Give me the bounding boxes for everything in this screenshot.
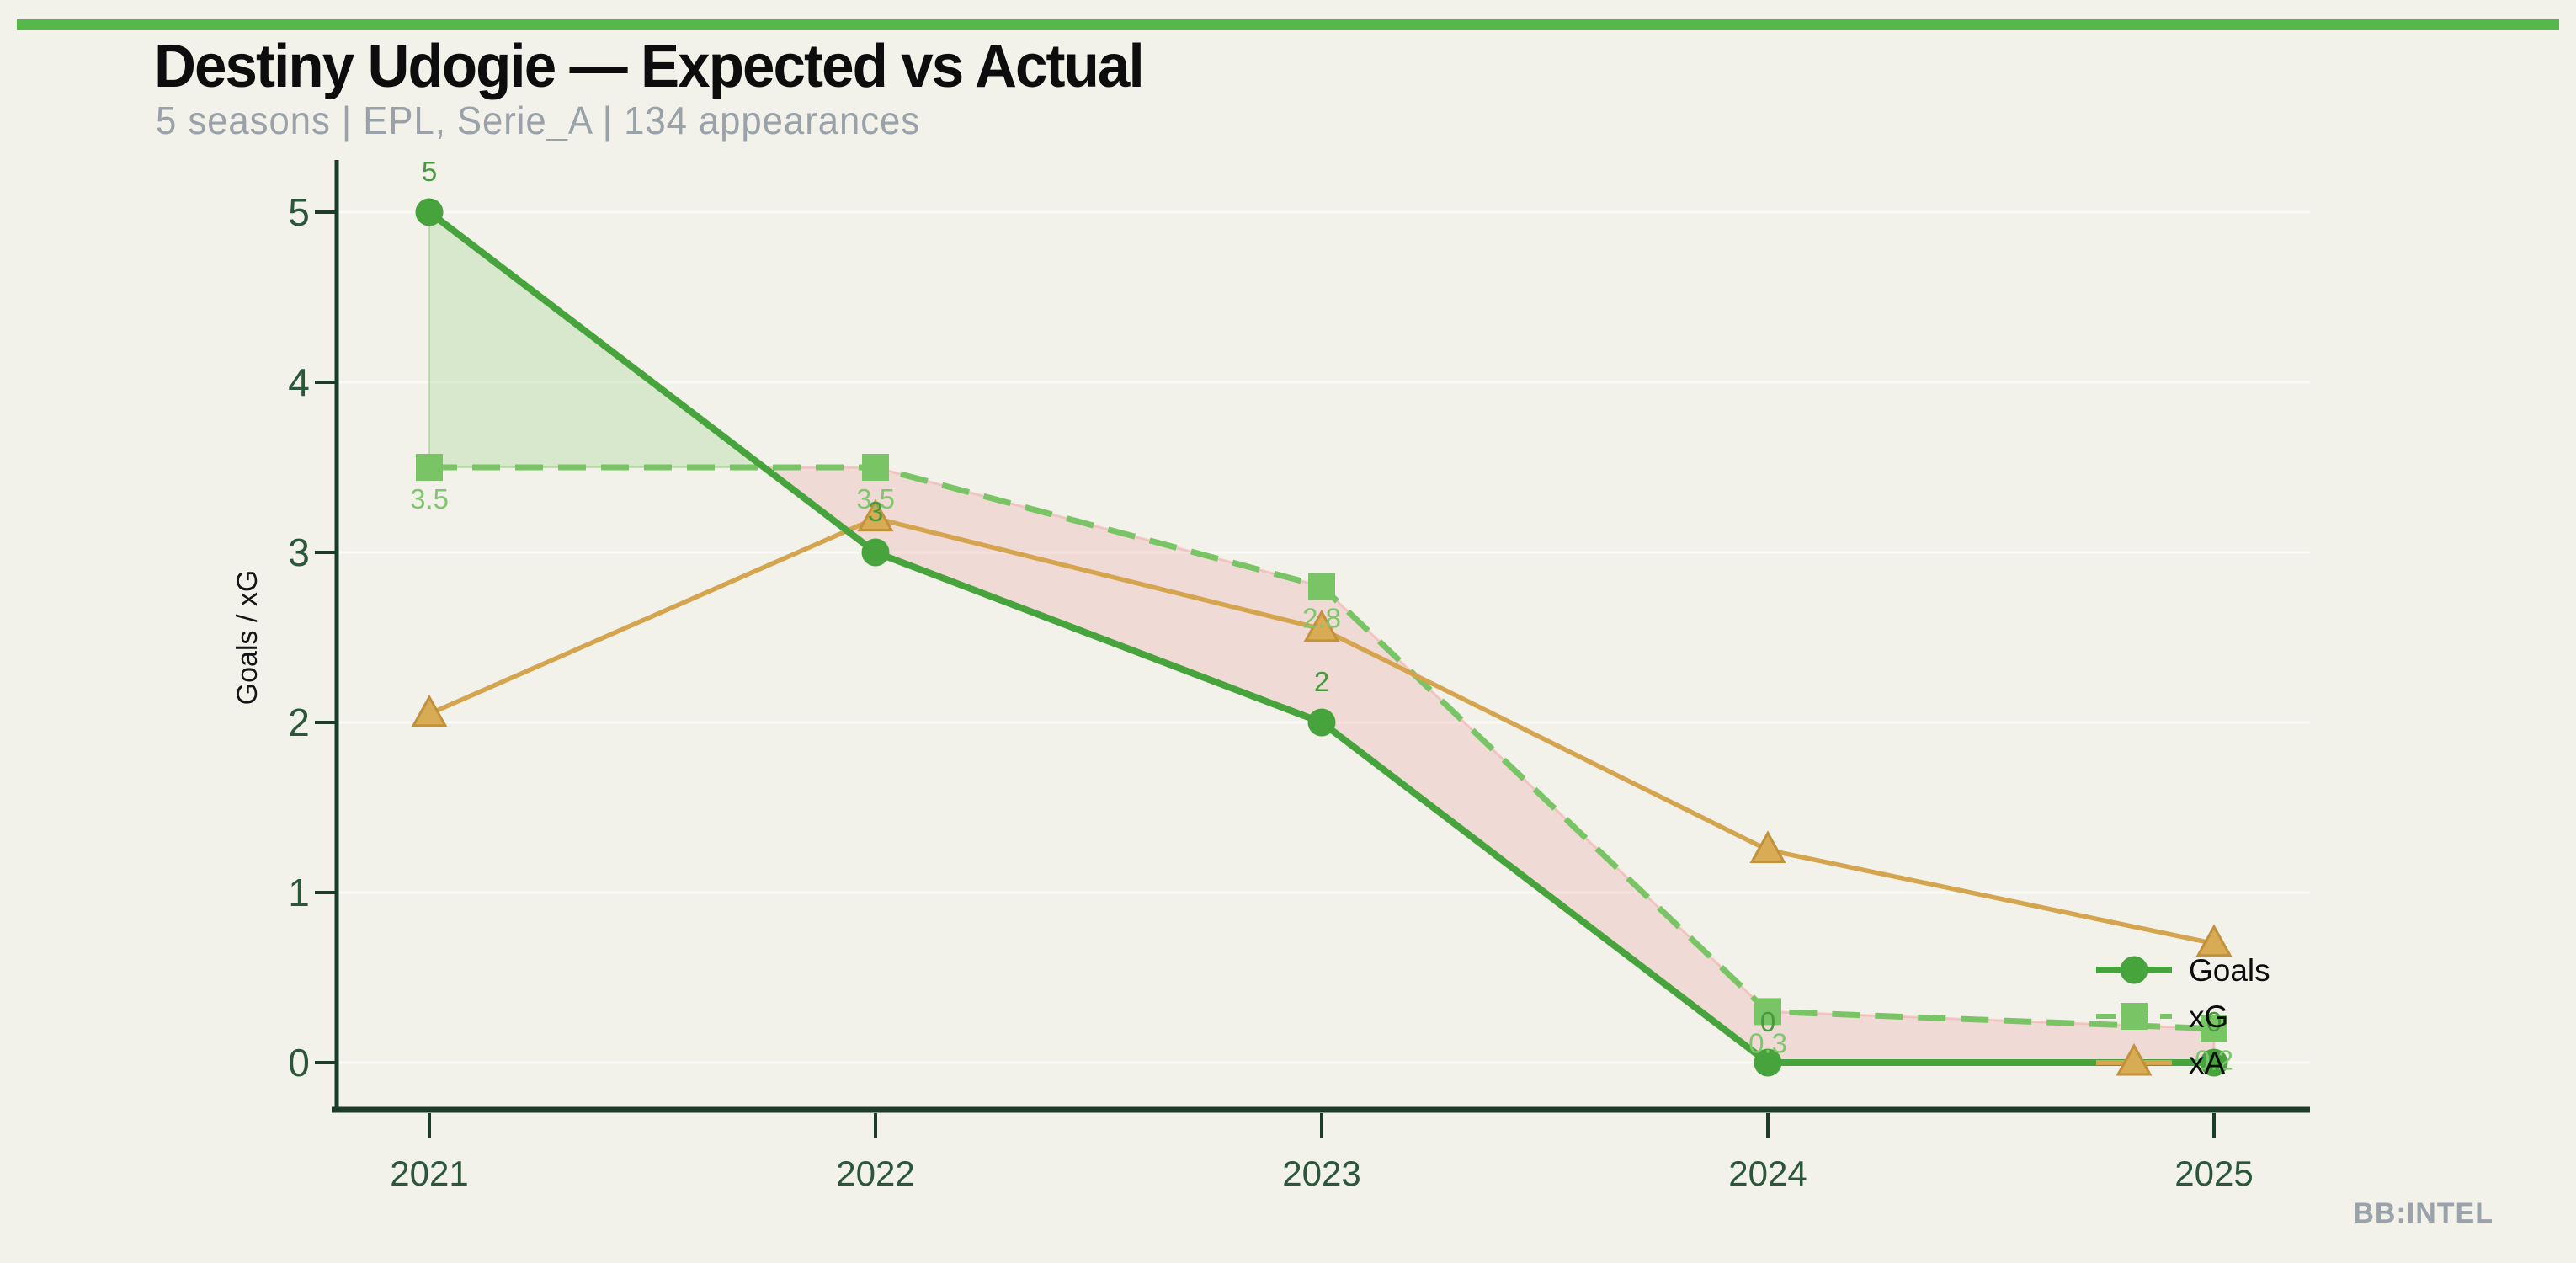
y-axis-title: Goals / xG <box>232 570 263 706</box>
data-point-goals-2023 <box>1307 708 1336 737</box>
point-label-xg-2023: 2.8 <box>1302 602 1341 633</box>
y-tick-label-4: 4 <box>288 360 310 404</box>
point-label-goals-2021: 5 <box>422 156 437 187</box>
legend-label-xg: xG <box>2189 999 2228 1034</box>
chart-subtitle: 5 seasons | EPL, Serie_A | 134 appearanc… <box>156 99 921 142</box>
legend-swatch-marker-xg <box>2121 1003 2148 1030</box>
legend-swatch-marker-goals <box>2120 956 2148 984</box>
point-label-goals-2023: 2 <box>1314 666 1329 697</box>
watermark-logo: BB:INTEL <box>2353 1197 2494 1229</box>
data-point-xa-2025 <box>2195 924 2233 957</box>
point-label-xg-2021: 3.5 <box>410 483 449 514</box>
top-accent-bar <box>17 19 2559 30</box>
point-label-goals-2024: 0 <box>1760 1006 1775 1037</box>
data-point-xg-2023 <box>1308 573 1335 600</box>
data-point-goals-2022 <box>861 538 890 567</box>
data-point-xa-2024 <box>1749 830 1786 863</box>
point-label-xg-2024: 0.3 <box>1748 1027 1787 1058</box>
y-tick-label-5: 5 <box>288 190 310 234</box>
legend-label-xa: xA <box>2189 1046 2226 1080</box>
data-point-goals-2025 <box>2200 1048 2228 1077</box>
fill-underperformance <box>760 466 2216 1064</box>
point-label-xg-2022: 3.5 <box>856 483 895 514</box>
data-point-xg-2025 <box>2201 1015 2227 1042</box>
y-tick-label-3: 3 <box>288 530 310 574</box>
point-label-xg-2025: 0.2 <box>2195 1045 2233 1076</box>
x-tick-label-2022: 2022 <box>836 1154 914 1193</box>
legend-swatch-marker-xa <box>2116 1042 2153 1076</box>
data-point-xg-2024 <box>1754 998 1781 1026</box>
data-point-goals-2024 <box>1754 1048 1782 1077</box>
y-tick-label-1: 1 <box>288 871 310 914</box>
y-tick-label-0: 0 <box>288 1041 310 1084</box>
chart-title: Destiny Udogie — Expected vs Actual <box>154 33 1145 100</box>
data-point-xg-2021 <box>416 454 443 481</box>
x-tick-label-2023: 2023 <box>1282 1154 1360 1193</box>
point-label-goals-2025: 0 <box>2206 1006 2222 1037</box>
point-label-goals-2022: 3 <box>868 496 883 527</box>
data-point-xg-2022 <box>862 454 889 481</box>
x-tick-label-2021: 2021 <box>390 1154 468 1193</box>
x-tick-label-2024: 2024 <box>1728 1154 1807 1193</box>
data-point-goals-2021 <box>415 198 444 226</box>
data-point-xa-2021 <box>411 694 448 727</box>
x-tick-label-2025: 2025 <box>2174 1154 2253 1193</box>
data-point-xa-2023 <box>1303 609 1340 642</box>
y-tick-label-2: 2 <box>288 701 310 744</box>
data-point-xa-2022 <box>857 498 894 532</box>
legend-label-goals: Goals <box>2189 953 2270 988</box>
